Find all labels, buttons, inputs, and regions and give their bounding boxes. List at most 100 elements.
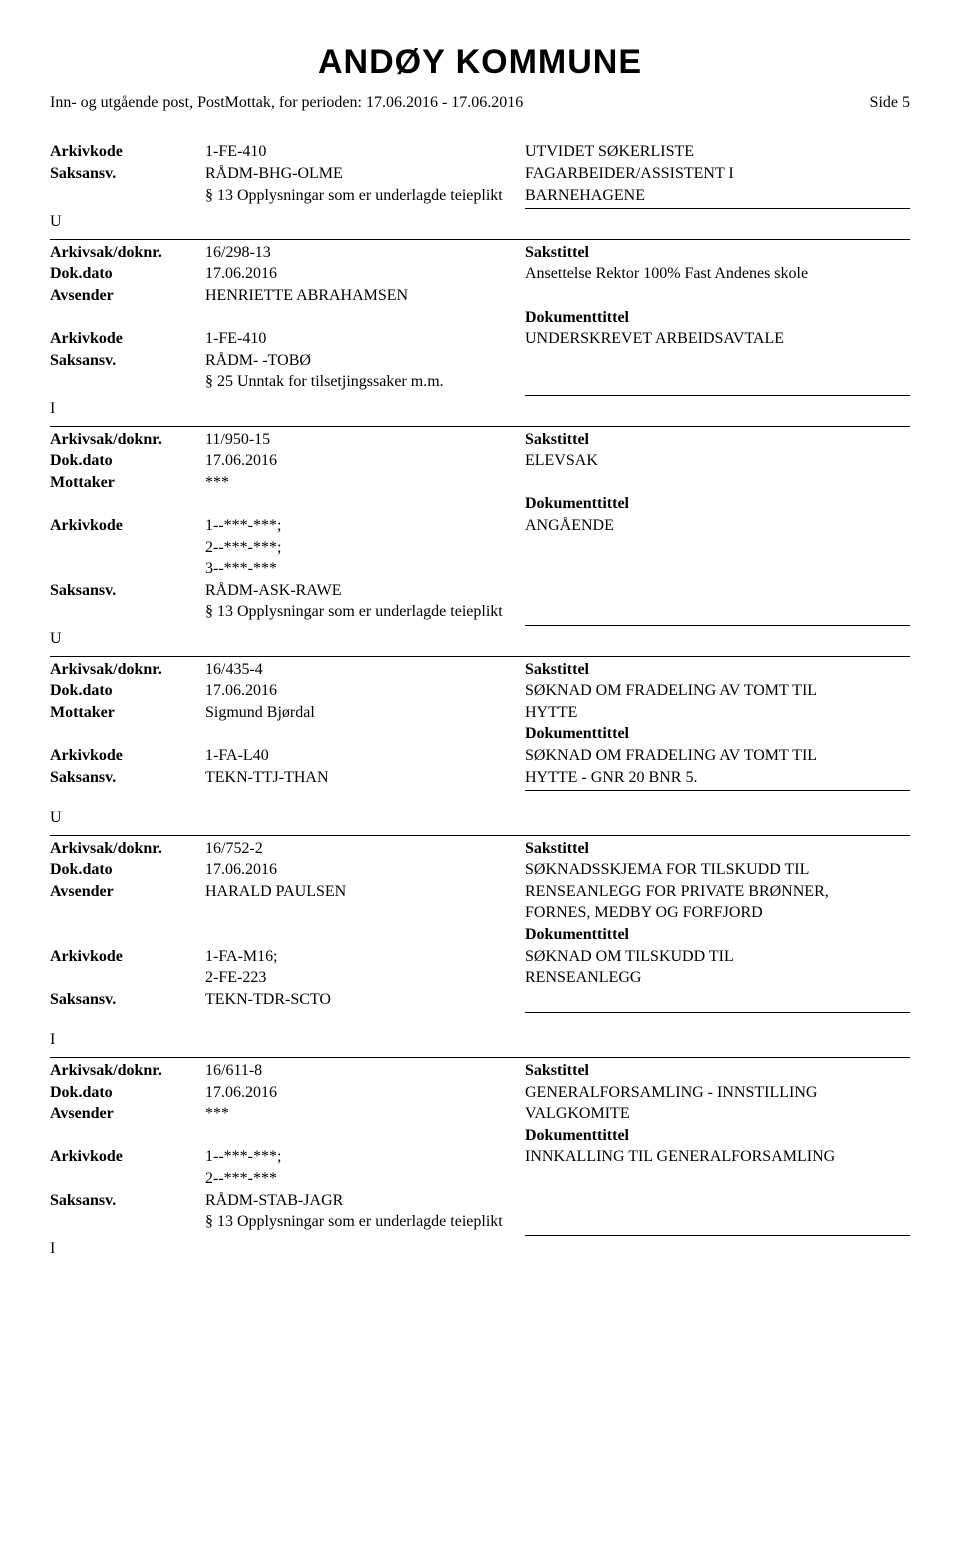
record-3: Arkivsak/doknr. 16/435-4 Sakstittel Dok.… [50, 656, 910, 829]
label-saksansv: Saksansv. [50, 767, 205, 789]
label-arkivsak: Arkivsak/doknr. [50, 1060, 205, 1082]
arkivsak-value: 16/435-4 [205, 659, 525, 681]
dokumenttittel-text: INNKALLING TIL GENERALFORSAMLING [525, 1146, 910, 1168]
label-saksansv: Saksansv. [50, 580, 205, 602]
arkivkode-extra: 2-FE-223 [205, 967, 525, 989]
label-sakstittel: Sakstittel [525, 1060, 910, 1082]
label-avsender: Avsender [50, 285, 205, 307]
saksansv-value: RÅDM-BHG-OLME [205, 163, 525, 185]
arkivsak-value: 16/611-8 [205, 1060, 525, 1082]
sakstittel-text: SØKNADSSKJEMA FOR TILSKUDD TIL [525, 859, 910, 881]
period-text: Inn- og utgående post, PostMottak, for p… [50, 92, 523, 114]
label-dokdato: Dok.dato [50, 263, 205, 285]
divider [50, 426, 910, 427]
paragraph-text: § 25 Unntak for tilsetjingssaker m.m. [50, 371, 525, 393]
sakstittel-text: FORNES, MEDBY OG FORFJORD [525, 902, 910, 924]
paragraph-text: § 13 Opplysningar som er underlagde teie… [50, 601, 525, 623]
label-arkivkode: Arkivkode [50, 515, 205, 537]
sakstittel-text: UTVIDET SØKERLISTE [525, 141, 910, 163]
arkivkode-extra: 2--***-***; [205, 537, 525, 559]
divider [50, 656, 910, 657]
record-code: I [50, 1029, 205, 1051]
sakstittel-text: GENERALFORSAMLING - INNSTILLING [525, 1082, 910, 1104]
label-arkivsak: Arkivsak/doknr. [50, 659, 205, 681]
avsender-value: *** [205, 1103, 525, 1125]
divider [525, 1012, 910, 1013]
arkivkode-value: 1-FA-M16; [205, 946, 525, 968]
label-sakstittel: Sakstittel [525, 659, 910, 681]
dokumenttittel-text: HYTTE - GNR 20 BNR 5. [525, 767, 910, 789]
avsender-value: HARALD PAULSEN [205, 881, 525, 903]
saksansv-value: TEKN-TTJ-THAN [205, 767, 525, 789]
mottaker-value: *** [205, 472, 525, 494]
label-dokdato: Dok.dato [50, 450, 205, 472]
label-avsender: Avsender [50, 881, 205, 903]
label-dokumenttittel: Dokumenttittel [525, 924, 910, 946]
label-arkivkode: Arkivkode [50, 745, 205, 767]
dokumenttittel-text: RENSEANLEGG [525, 967, 910, 989]
arkivkode-extra: 2--***-*** [205, 1168, 525, 1190]
record-1: Arkivsak/doknr. 16/298-13 Sakstittel Dok… [50, 239, 910, 420]
dokdato-value: 17.06.2016 [205, 859, 525, 881]
label-mottaker: Mottaker [50, 472, 205, 494]
dokdato-value: 17.06.2016 [205, 450, 525, 472]
arkivsak-value: 16/752-2 [205, 838, 525, 860]
arkivkode-value: 1-FA-L40 [205, 745, 525, 767]
label-saksansv: Saksansv. [50, 1190, 205, 1212]
dokumenttittel-text: SØKNAD OM TILSKUDD TIL [525, 946, 910, 968]
saksansv-value: RÅDM-STAB-JAGR [205, 1190, 525, 1212]
paragraph-text: § 13 Opplysningar som er underlagde teie… [50, 1211, 525, 1233]
sakstittel-text: Ansettelse Rektor 100% Fast Andenes skol… [525, 263, 910, 285]
record-code: U [50, 807, 205, 829]
record-code: I [50, 398, 205, 420]
avsender-value: HENRIETTE ABRAHAMSEN [205, 285, 525, 307]
label-dokumenttittel: Dokumenttittel [525, 723, 910, 745]
label-dokumenttittel: Dokumenttittel [525, 493, 910, 515]
saksansv-value: RÅDM- -TOBØ [205, 350, 525, 372]
label-arkivsak: Arkivsak/doknr. [50, 242, 205, 264]
record-4: Arkivsak/doknr. 16/752-2 Sakstittel Dok.… [50, 835, 910, 1051]
record-code: I [50, 1238, 205, 1260]
page-number: Side 5 [870, 92, 910, 114]
arkivkode-value: 1--***-***; [205, 515, 525, 537]
dokumenttittel-text: ANGÅENDE [525, 515, 910, 537]
subheader: Inn- og utgående post, PostMottak, for p… [50, 92, 910, 114]
label-sakstittel: Sakstittel [525, 429, 910, 451]
divider [525, 625, 910, 626]
label-dokdato: Dok.dato [50, 859, 205, 881]
paragraph-text: § 13 Opplysningar som er underlagde teie… [205, 185, 525, 207]
arkivkode-value: 1-FE-410 [205, 141, 525, 163]
label-arkivkode: Arkivkode [50, 328, 205, 350]
record-code: U [50, 211, 205, 233]
sakstittel-text: VALGKOMITE [525, 1103, 910, 1125]
dokumenttittel-text: UNDERSKREVET ARBEIDSAVTALE [525, 328, 910, 350]
sakstittel-text: ELEVSAK [525, 450, 910, 472]
label-saksansv: Saksansv. [50, 989, 205, 1011]
label-dokumenttittel: Dokumenttittel [525, 1125, 910, 1147]
dokdato-value: 17.06.2016 [205, 680, 525, 702]
label-arkivsak: Arkivsak/doknr. [50, 838, 205, 860]
sakstittel-text: RENSEANLEGG FOR PRIVATE BRØNNER, [525, 881, 910, 903]
divider [525, 395, 910, 396]
dokdato-value: 17.06.2016 [205, 1082, 525, 1104]
label-sakstittel: Sakstittel [525, 242, 910, 264]
label-mottaker: Mottaker [50, 702, 205, 724]
label-arkivkode: Arkivkode [50, 141, 205, 163]
label-arkivkode: Arkivkode [50, 946, 205, 968]
sakstittel-text: FAGARBEIDER/ASSISTENT I [525, 163, 910, 185]
label-saksansv: Saksansv. [50, 163, 205, 185]
label-dokdato: Dok.dato [50, 1082, 205, 1104]
label-sakstittel: Sakstittel [525, 838, 910, 860]
divider [525, 1235, 910, 1236]
sakstittel-text: SØKNAD OM FRADELING AV TOMT TIL [525, 680, 910, 702]
divider [50, 835, 910, 836]
arkivkode-value: 1-FE-410 [205, 328, 525, 350]
saksansv-value: RÅDM-ASK-RAWE [205, 580, 525, 602]
arkivkode-extra: 3--***-*** [205, 558, 525, 580]
label-dokumenttittel: Dokumenttittel [525, 307, 910, 329]
saksansv-value: TEKN-TDR-SCTO [205, 989, 525, 1011]
dokumenttittel-text: SØKNAD OM FRADELING AV TOMT TIL [525, 745, 910, 767]
record-code: U [50, 628, 205, 650]
sakstittel-text: HYTTE [525, 702, 910, 724]
record-5: Arkivsak/doknr. 16/611-8 Sakstittel Dok.… [50, 1057, 910, 1259]
